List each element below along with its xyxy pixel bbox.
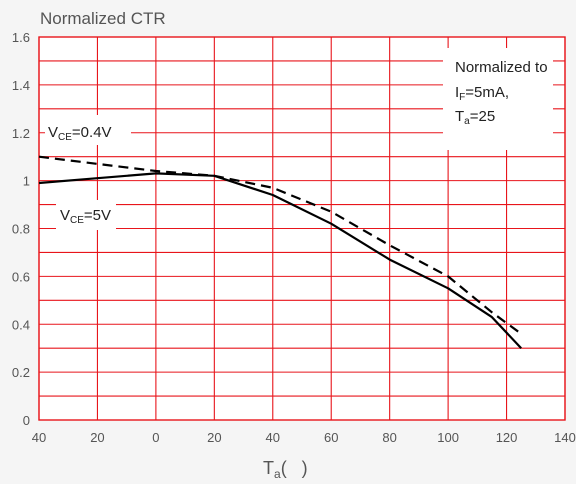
series-label-suffix: =0.4V bbox=[72, 124, 112, 141]
plot-frame bbox=[38, 36, 566, 421]
svg-text:VCE=5V: VCE=5V bbox=[60, 207, 111, 226]
y-tick-label: 1.2 bbox=[12, 126, 30, 141]
series-layer bbox=[38, 155, 523, 349]
y-tick-label: 0 bbox=[23, 413, 30, 428]
y-tick-label: 1.6 bbox=[12, 30, 30, 45]
annotation-line-3-sub: a bbox=[464, 116, 470, 127]
y-tick-label: 0.8 bbox=[12, 222, 30, 237]
annotation-line-2-sub: F bbox=[459, 92, 465, 103]
x-tick-label: 0 bbox=[152, 430, 159, 445]
series-label-box bbox=[45, 115, 131, 145]
annotation-line-3-suffix: =25 bbox=[470, 108, 495, 125]
annotation-box: Normalized to IF=5mA, Ta=25 bbox=[443, 48, 553, 150]
annotation-line-3: Ta=25 bbox=[455, 108, 495, 127]
series-label-vce-5v: VCE=5V bbox=[56, 200, 116, 230]
series-label-box bbox=[56, 200, 116, 230]
series-label-sub: CE bbox=[70, 215, 84, 226]
annotation-line-3-main: T bbox=[455, 108, 464, 125]
series-label-suffix: =5V bbox=[84, 207, 111, 224]
x-tick-label: 80 bbox=[382, 430, 396, 445]
svg-text:VCE=0.4V: VCE=0.4V bbox=[48, 124, 112, 143]
x-tick-label: 40 bbox=[266, 430, 280, 445]
y-tick-label: 1 bbox=[23, 174, 30, 189]
annotation-line-1: Normalized to bbox=[455, 59, 548, 76]
y-tick-label: 0.6 bbox=[12, 269, 30, 284]
svg-text:Ta( ): Ta( ) bbox=[263, 458, 308, 481]
series-label-main: V bbox=[48, 124, 58, 141]
annotation-line-2-main: I bbox=[455, 84, 459, 101]
annotation-line-2-suffix: =5mA, bbox=[465, 84, 509, 101]
x-tick-label: 20 bbox=[207, 430, 221, 445]
series-line-vce-0-4v bbox=[38, 155, 522, 335]
x-tick-label: 100 bbox=[437, 430, 459, 445]
series-label-main: V bbox=[60, 207, 70, 224]
annotation-line-2: IF=5mA, bbox=[455, 84, 509, 103]
x-tick-label: 20 bbox=[90, 430, 104, 445]
series-line-vce-5v bbox=[38, 172, 523, 349]
y-tick-label: 1.4 bbox=[12, 78, 30, 93]
series-label-sub: CE bbox=[58, 132, 72, 143]
y-tick-label: 0.4 bbox=[12, 317, 30, 332]
x-axis-title-suffix: ( ) bbox=[281, 458, 308, 478]
x-axis-title-main: T bbox=[263, 458, 274, 478]
series-label-vce-0-4v: VCE=0.4V bbox=[45, 115, 131, 145]
x-tick-label: 120 bbox=[496, 430, 518, 445]
x-axis-title-sub: a bbox=[274, 467, 281, 481]
x-axis-title: Ta( ) bbox=[263, 458, 308, 481]
y-tick-label: 0.2 bbox=[12, 365, 30, 380]
x-tick-label: 60 bbox=[324, 430, 338, 445]
y-axis-title: Normalized CTR bbox=[40, 9, 166, 28]
annotation-background bbox=[443, 48, 553, 150]
x-tick-label: 140 bbox=[554, 430, 576, 445]
x-tick-label: 40 bbox=[32, 430, 46, 445]
